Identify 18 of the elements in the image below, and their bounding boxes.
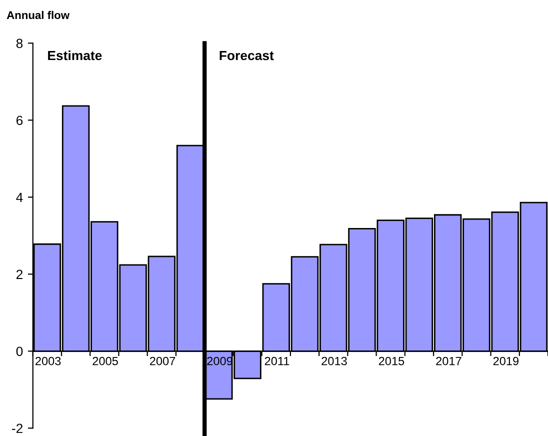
annotation: Estimate — [48, 50, 102, 60]
x-tick-label: 2009 — [207, 356, 232, 366]
annotation: Forecast — [220, 50, 274, 60]
x-tick-label: 2019 — [493, 356, 519, 366]
y-tick-label: 0 — [16, 346, 23, 356]
y-tick-label: 4 — [16, 192, 23, 202]
y-tick-label: 2 — [16, 270, 22, 279]
x-tick-label: 2015 — [378, 356, 404, 366]
x-tick-label: 2003 — [36, 356, 61, 366]
x-tick-label: 2011 — [264, 356, 290, 366]
x-tick-label: 2017 — [436, 356, 462, 366]
y-tick-label: 8 — [16, 38, 23, 48]
x-tick-label: 2005 — [92, 356, 118, 366]
y-tick-label: 6 — [16, 116, 23, 126]
x-tick-label: 2013 — [322, 356, 347, 366]
y-tick-label: -2 — [12, 424, 22, 433]
x-tick-label: 2007 — [150, 356, 176, 366]
y-axis-title: Annual flow — [6, 10, 70, 20]
